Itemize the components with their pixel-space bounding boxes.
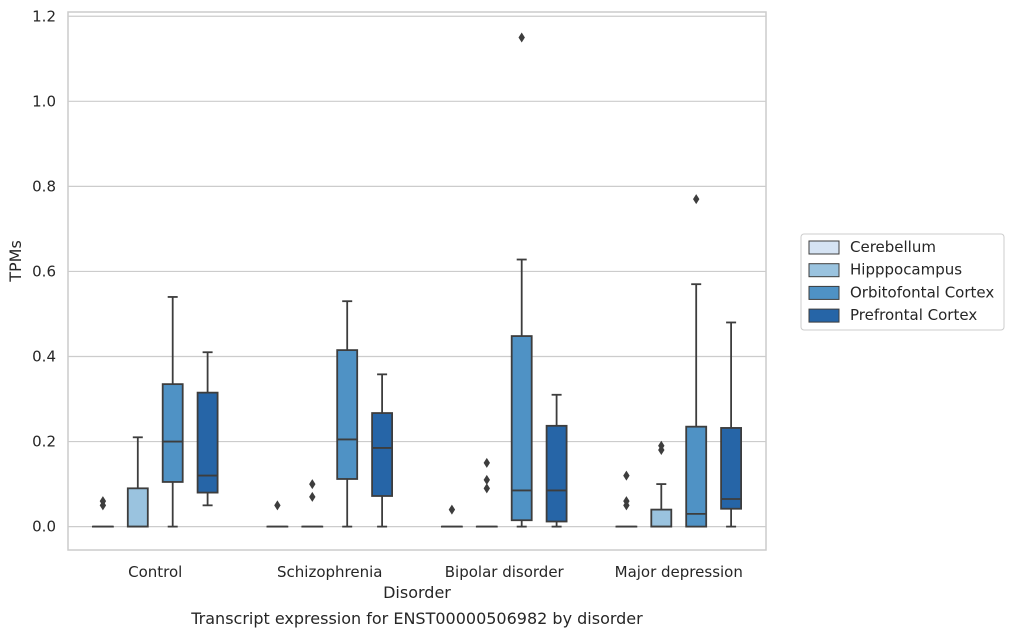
box-2-3	[685, 194, 708, 528]
box	[510, 335, 533, 522]
y-tick-label: 1.2	[32, 7, 56, 25]
box	[196, 391, 219, 494]
legend-swatch	[808, 263, 840, 278]
plot-frame	[67, 11, 767, 551]
box	[720, 427, 742, 510]
outlier-point	[623, 470, 630, 481]
legend: Cerebellum Hipppocampus Orbitofontal Corte…	[800, 233, 1005, 331]
box-2-0	[161, 296, 184, 528]
x-tick-label: Control	[128, 563, 182, 581]
box	[650, 508, 673, 528]
x-axis-ticks: Control Schizophrenia Bipolar disorder Majo…	[128, 563, 743, 581]
outlier-point	[99, 496, 107, 507]
outlier-point	[483, 483, 490, 494]
outlier-point	[623, 496, 630, 507]
box-0-0	[92, 496, 114, 528]
box	[126, 487, 149, 528]
box-1-1	[301, 479, 324, 528]
x-tick-label: Bipolar disorder	[445, 563, 565, 581]
outlier-point	[274, 500, 281, 511]
legend-label: Hipppocampus	[850, 261, 962, 279]
legend-label: Cerebellum	[850, 238, 936, 256]
outlier-point	[658, 440, 665, 451]
box-3-3	[720, 321, 742, 528]
outlier-point	[309, 479, 316, 490]
gridlines	[68, 15, 766, 528]
y-tick-label: 0.6	[32, 262, 56, 280]
y-tick-label: 0.2	[32, 433, 56, 451]
legend-swatch	[808, 285, 840, 300]
x-axis-label: Disorder	[383, 583, 451, 602]
box-1-0	[126, 436, 149, 528]
x-tick-label: Major depression	[615, 563, 743, 581]
box-0-3	[615, 470, 638, 528]
y-axis-label: TPMs	[6, 240, 25, 283]
box-1-2	[475, 457, 498, 528]
chart-caption: Transcript expression for ENST0000050698…	[190, 609, 643, 628]
legend-label: Prefrontal Cortex	[850, 306, 977, 324]
y-tick-label: 1.0	[32, 92, 56, 110]
box	[371, 412, 394, 497]
outlier-point	[483, 457, 490, 468]
legend-label: Orbitofontal Cortex	[850, 283, 994, 301]
outlier-point	[448, 504, 456, 515]
y-tick-label: 0.4	[32, 347, 56, 365]
y-tick-label: 0.0	[32, 518, 56, 536]
outlier-point	[518, 32, 525, 43]
box-3-0	[196, 351, 219, 507]
box-3-1	[371, 373, 394, 528]
outlier-point	[483, 474, 490, 485]
outlier-point	[309, 491, 316, 502]
box	[336, 349, 359, 480]
plot-area	[92, 32, 742, 528]
legend-swatch	[808, 240, 840, 255]
x-tick-label: Schizophrenia	[277, 563, 382, 581]
box	[685, 425, 708, 528]
legend-swatch	[808, 308, 840, 323]
box	[545, 424, 568, 523]
legend-frame	[800, 233, 1005, 331]
box-2-2	[510, 32, 533, 528]
box-1-3	[650, 440, 673, 528]
box-2-1	[336, 300, 359, 528]
box-3-2	[545, 393, 568, 528]
box-0-2	[440, 504, 463, 528]
y-axis-ticks: 0.0 0.2 0.4 0.6 0.8 1.0 1.2	[32, 7, 56, 535]
box-0-1	[266, 500, 289, 528]
box	[161, 383, 184, 483]
y-tick-label: 0.8	[32, 177, 56, 195]
outlier-point	[693, 194, 700, 205]
